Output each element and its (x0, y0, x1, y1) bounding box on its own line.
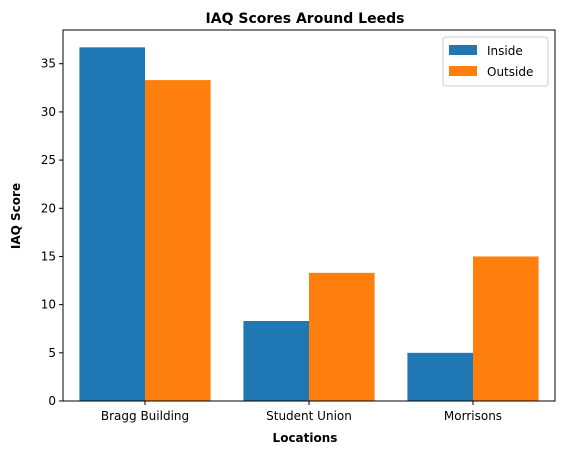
y-ticks: 0 5 10 15 20 25 30 35 (41, 57, 63, 408)
legend-label-inside: Inside (487, 44, 523, 58)
y-tick-label: 30 (41, 105, 56, 119)
y-tick-label: 25 (41, 153, 56, 167)
bar-inside-student-union (243, 321, 309, 401)
legend-swatch-outside (449, 66, 477, 76)
x-tick-label: Bragg Building (101, 409, 189, 423)
bars-group (79, 47, 539, 401)
y-tick-label: 35 (41, 57, 56, 71)
bar-inside-bragg-building (79, 47, 145, 401)
y-tick-label: 20 (41, 201, 56, 215)
bar-inside-morrisons (407, 352, 473, 401)
legend-swatch-inside (449, 45, 477, 55)
x-tick-label: Morrisons (444, 409, 502, 423)
y-tick-label: 5 (48, 346, 56, 360)
legend-label-outside: Outside (487, 65, 533, 79)
y-tick-label: 15 (41, 249, 56, 263)
bar-outside-student-union (309, 272, 375, 401)
plot-frame (62, 29, 556, 402)
y-tick-label: 0 (48, 394, 56, 408)
legend: Inside Outside (442, 36, 549, 87)
chart-title: IAQ Scores Around Leeds (206, 11, 405, 27)
y-axis-label: IAQ Score (9, 183, 23, 249)
bar-outside-bragg-building (145, 80, 211, 401)
bar-outside-morrisons (473, 256, 539, 401)
y-tick-label: 10 (41, 298, 56, 312)
x-axis-label: Locations (273, 431, 338, 445)
x-tick-label: Student Union (266, 409, 352, 423)
x-ticks: Bragg Building Student Union Morrisons (101, 401, 502, 423)
